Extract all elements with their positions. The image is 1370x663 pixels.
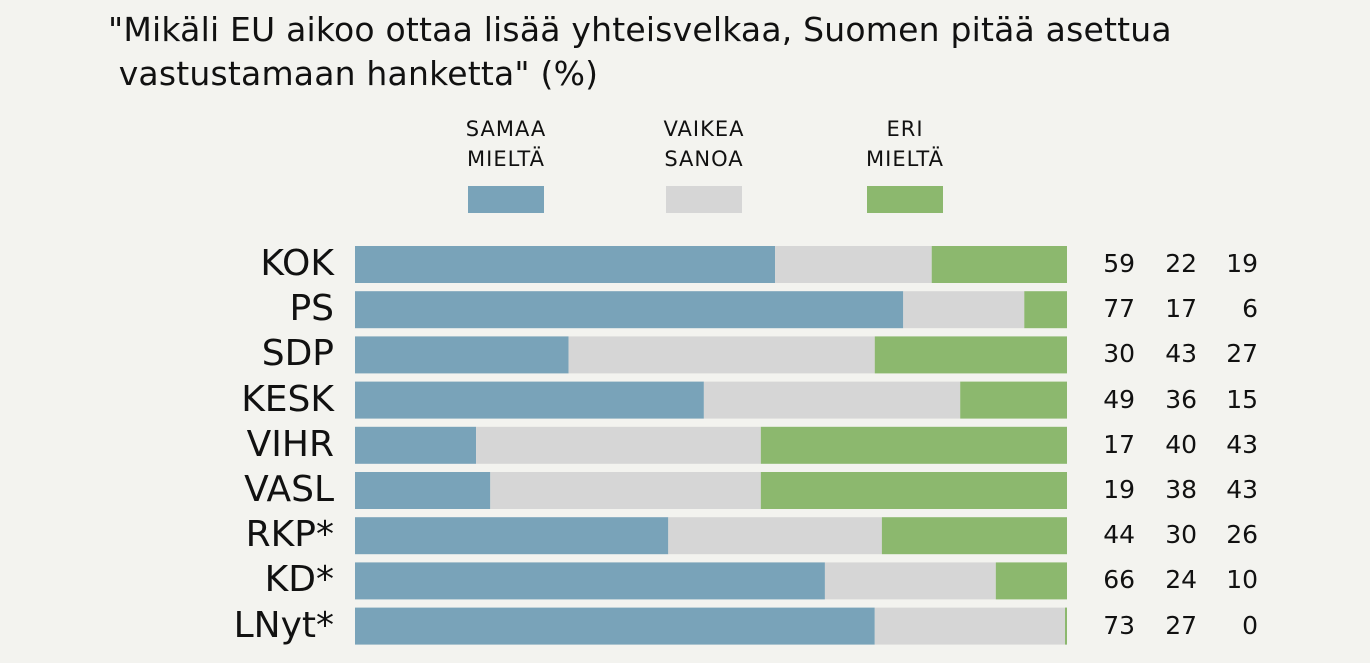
bar-ps-samaa-mielt [355,291,904,329]
value-label: 73 [1103,610,1135,640]
value-label: 38 [1165,475,1197,504]
chart-title: "Mikäli EU aikoo ottaa lisää yhteisvelka… [108,8,1172,96]
category-label: KOK [260,243,334,284]
value-label: 27 [1165,610,1197,640]
bar-sdp-eri-mielt [874,336,1067,374]
value-label: 30 [1103,339,1135,369]
bar-kok-vaikea-sanoa [775,246,932,283]
legend-label: MIELTÄ [866,147,944,171]
category-label: VIHR [246,423,334,465]
value-label: 22 [1165,249,1197,278]
category-label: PS [289,288,334,330]
value-label: 19 [1103,475,1135,504]
value-label: 15 [1226,384,1258,414]
bar-vihr-vaikea-sanoa [476,426,761,464]
bar-kesk-eri-mielt [960,381,1067,419]
value-label: 17 [1103,429,1135,459]
category-label: RKP* [245,514,334,556]
bar-lnyt-zero-sliver [1065,607,1067,645]
value-label: 30 [1165,520,1197,550]
legend-label: SAMAA [465,117,547,141]
value-label: 49 [1103,384,1135,414]
bar-lnyt-vaikea-sanoa [874,607,1067,645]
legend-swatch [867,186,943,213]
bar-ps-vaikea-sanoa [903,291,1025,329]
bar-sdp-vaikea-sanoa [568,336,875,374]
bar-kesk-samaa-mielt [355,381,704,419]
value-label: 43 [1165,339,1197,369]
value-label: 10 [1226,565,1258,595]
value-label: 59 [1103,249,1135,278]
value-label: 0 [1242,610,1258,640]
bar-vasl-eri-mielt [760,472,1067,509]
legend-label: MIELTÄ [467,147,545,171]
bar-vasl-samaa-mielt [355,472,491,509]
value-label: 77 [1103,294,1135,324]
value-label: 19 [1226,249,1258,278]
bar-kd-vaikea-sanoa [824,562,996,600]
legend-label: VAIKEA [663,117,745,141]
bar-rkp-samaa-mielt [355,517,669,555]
value-label: 24 [1165,565,1197,595]
chart-title-line-2: vastustamaan hanketta" (%) [108,54,599,93]
category-label: LNyt* [233,604,334,646]
bar-sdp-samaa-mielt [355,336,569,374]
category-label: KD* [264,559,334,601]
value-label: 66 [1103,565,1135,595]
value-label: 6 [1242,294,1258,324]
value-label: 43 [1226,475,1258,504]
bar-rkp-eri-mielt [881,517,1067,555]
legend-label: ERI [886,117,924,141]
value-label: 43 [1226,429,1258,459]
category-label: SDP [261,333,334,375]
bar-vihr-eri-mielt [760,426,1067,464]
legend-swatch [468,186,544,213]
bar-vihr-samaa-mielt [355,426,477,464]
bar-kd-eri-mielt [995,562,1067,600]
bar-vasl-vaikea-sanoa [490,472,761,509]
bar-kesk-vaikea-sanoa [703,381,961,419]
legend-item-eri-mielt: ERI MIELTÄ [825,114,985,213]
value-label: 36 [1165,384,1197,414]
value-label: 27 [1226,339,1258,369]
legend-item-vaikea-sanoa: VAIKEA SANOA [624,114,784,213]
category-label: KESK [241,378,334,420]
value-label: 17 [1165,294,1197,324]
chart-title-line-1: "Mikäli EU aikoo ottaa lisää yhteisvelka… [108,10,1172,49]
bar-kok-eri-mielt [931,246,1067,283]
bar-rkp-vaikea-sanoa [668,517,882,555]
bar-lnyt-samaa-mielt [355,607,875,645]
value-label: 40 [1165,429,1197,459]
category-label: VASL [244,469,334,510]
bar-ps-eri-mielt [1024,291,1067,329]
legend-item-samaa-mielt: SAMAA MIELTÄ [426,114,586,213]
value-label: 26 [1226,520,1258,550]
legend-swatch [666,186,742,213]
bar-kd-samaa-mielt [355,562,825,600]
bar-kok-samaa-mielt [355,246,776,283]
legend-label: SANOA [664,147,744,171]
value-label: 44 [1103,520,1135,550]
